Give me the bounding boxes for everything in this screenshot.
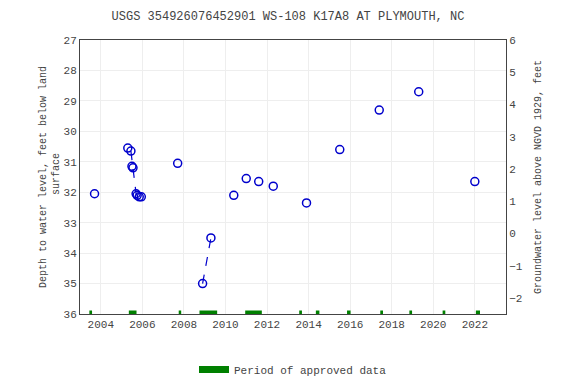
svg-text:30: 30 — [64, 126, 77, 138]
svg-text:29: 29 — [64, 96, 77, 108]
svg-text:2: 2 — [509, 164, 516, 176]
svg-text:−2: −2 — [509, 293, 522, 305]
svg-text:−1: −1 — [509, 261, 523, 273]
svg-text:USGS 354926076452901 WS-108 K1: USGS 354926076452901 WS-108 K17A8 AT PLY… — [112, 10, 465, 24]
svg-text:Period of approved data: Period of approved data — [234, 365, 386, 377]
svg-text:27: 27 — [64, 35, 77, 47]
svg-text:0: 0 — [509, 228, 516, 240]
svg-text:32: 32 — [64, 187, 77, 199]
svg-text:2016: 2016 — [337, 319, 363, 331]
svg-text:Groundwater level above NGVD 1: Groundwater level above NGVD 1929, feet — [533, 60, 544, 294]
svg-text:2004: 2004 — [88, 319, 115, 331]
svg-text:31: 31 — [64, 157, 78, 169]
svg-text:1: 1 — [509, 196, 516, 208]
svg-text:2020: 2020 — [420, 319, 446, 331]
svg-text:35: 35 — [64, 278, 77, 290]
svg-text:36: 36 — [64, 309, 77, 321]
svg-text:2022: 2022 — [462, 319, 488, 331]
svg-text:Depth to water level, feet bel: Depth to water level, feet below land su… — [38, 66, 62, 288]
svg-text:2008: 2008 — [171, 319, 197, 331]
svg-text:2018: 2018 — [379, 319, 405, 331]
svg-text:2006: 2006 — [129, 319, 155, 331]
svg-text:4: 4 — [509, 99, 516, 111]
svg-text:34: 34 — [64, 248, 78, 260]
svg-text:2012: 2012 — [254, 319, 280, 331]
svg-text:5: 5 — [509, 67, 516, 79]
svg-text:28: 28 — [64, 65, 77, 77]
svg-text:6: 6 — [509, 35, 516, 47]
svg-text:2014: 2014 — [295, 319, 322, 331]
svg-text:2010: 2010 — [212, 319, 238, 331]
svg-text:33: 33 — [64, 218, 77, 230]
svg-text:3: 3 — [509, 132, 516, 144]
